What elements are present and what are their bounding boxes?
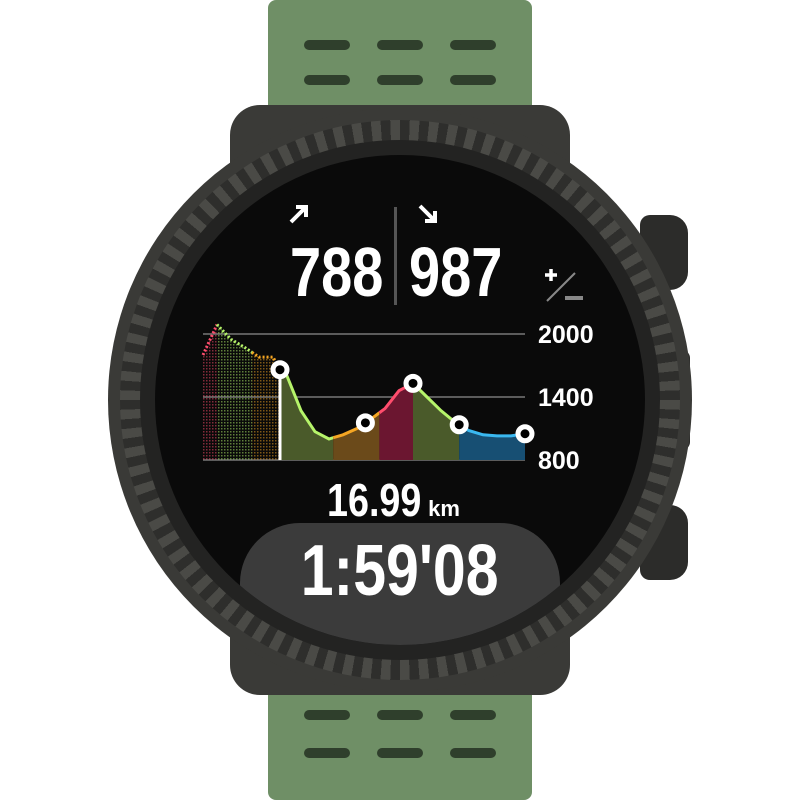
divider xyxy=(394,207,397,305)
duration-wrap: 1:59'08 xyxy=(155,530,645,612)
strap-hole xyxy=(304,40,350,50)
elevation-segment-area xyxy=(217,324,252,460)
watch-screen: 788 987 2000 1400 800 16.99 km 1:59'08 xyxy=(155,155,645,645)
descent-value: 987 xyxy=(409,233,503,311)
strap-hole xyxy=(450,40,496,50)
distance-unit: km xyxy=(428,496,460,521)
strap-hole xyxy=(450,710,496,720)
y-tick-label: 2000 xyxy=(538,321,594,349)
plus-minus-icon[interactable] xyxy=(543,265,585,305)
y-tick-label: 1400 xyxy=(538,384,594,412)
y-tick-label: 800 xyxy=(538,447,580,475)
duration-value: 1:59'08 xyxy=(301,531,499,611)
strap-hole xyxy=(304,75,350,85)
waypoint-marker xyxy=(403,373,423,393)
arrow-up-right-icon xyxy=(289,205,308,224)
elevation-segment-area xyxy=(280,369,334,460)
strap-hole xyxy=(450,75,496,85)
arrow-down-right-icon xyxy=(418,204,437,223)
elevation-segment-area xyxy=(252,352,280,460)
elevation-segment-area xyxy=(413,383,460,460)
strap-hole xyxy=(377,748,423,758)
elevation-segment-line xyxy=(201,323,219,356)
strap-hole xyxy=(450,748,496,758)
waypoint-marker xyxy=(449,415,469,435)
distance-value: 16.99 xyxy=(327,474,422,526)
distance-readout: 16.99 km xyxy=(327,473,460,527)
waypoint-marker xyxy=(515,424,535,444)
strap-hole xyxy=(304,710,350,720)
strap-hole xyxy=(304,748,350,758)
elevation-chart xyxy=(201,323,535,461)
waypoint-marker xyxy=(355,413,375,433)
elevation-segment-line xyxy=(332,411,381,440)
elevation-segment-area xyxy=(203,324,217,460)
waypoint-marker xyxy=(270,360,290,380)
elevation-segment-line xyxy=(458,423,526,438)
elevation-segment-area xyxy=(379,383,413,460)
duration-panel xyxy=(240,523,560,645)
strap-hole xyxy=(377,40,423,50)
strap-hole xyxy=(377,75,423,85)
elevation-segment-line xyxy=(215,323,253,354)
strap-hole xyxy=(377,710,423,720)
ascent-value: 788 xyxy=(290,233,384,311)
